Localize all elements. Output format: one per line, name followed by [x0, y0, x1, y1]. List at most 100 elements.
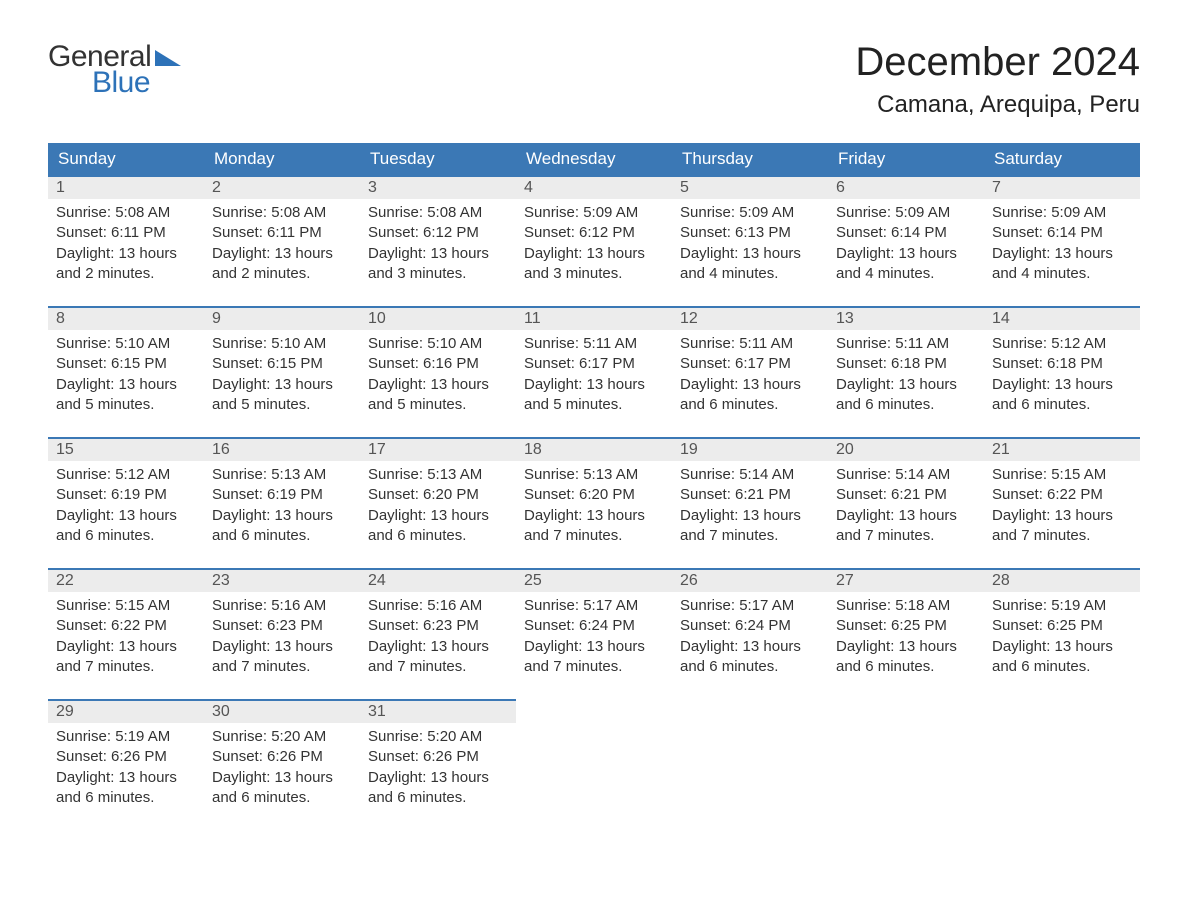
logo-triangle-icon [155, 48, 181, 71]
day-details: Sunrise: 5:16 AMSunset: 6:23 PMDaylight:… [204, 592, 360, 699]
day-details: Sunrise: 5:19 AMSunset: 6:26 PMDaylight:… [48, 723, 204, 830]
day-number: 26 [672, 568, 828, 592]
day-number: 5 [672, 175, 828, 199]
day-number: 8 [48, 306, 204, 330]
day-cell [984, 699, 1140, 830]
day-details: Sunrise: 5:10 AMSunset: 6:16 PMDaylight:… [360, 330, 516, 437]
day-cell: 3Sunrise: 5:08 AMSunset: 6:12 PMDaylight… [360, 175, 516, 306]
day-cell: 29Sunrise: 5:19 AMSunset: 6:26 PMDayligh… [48, 699, 204, 830]
title-block: December 2024 Camana, Arequipa, Peru [855, 40, 1140, 119]
day-cell: 13Sunrise: 5:11 AMSunset: 6:18 PMDayligh… [828, 306, 984, 437]
day-cell: 23Sunrise: 5:16 AMSunset: 6:23 PMDayligh… [204, 568, 360, 699]
day-number: 24 [360, 568, 516, 592]
day-number: 13 [828, 306, 984, 330]
day-number: 7 [984, 175, 1140, 199]
day-cell: 21Sunrise: 5:15 AMSunset: 6:22 PMDayligh… [984, 437, 1140, 568]
day-details: Sunrise: 5:09 AMSunset: 6:13 PMDaylight:… [672, 199, 828, 306]
day-details: Sunrise: 5:09 AMSunset: 6:14 PMDaylight:… [984, 199, 1140, 306]
day-cell: 6Sunrise: 5:09 AMSunset: 6:14 PMDaylight… [828, 175, 984, 306]
day-cell: 2Sunrise: 5:08 AMSunset: 6:11 PMDaylight… [204, 175, 360, 306]
day-cell: 31Sunrise: 5:20 AMSunset: 6:26 PMDayligh… [360, 699, 516, 830]
day-header: Sunday [48, 143, 204, 175]
day-details: Sunrise: 5:11 AMSunset: 6:17 PMDaylight:… [516, 330, 672, 437]
day-number: 1 [48, 175, 204, 199]
month-title: December 2024 [855, 40, 1140, 85]
day-number: 31 [360, 699, 516, 723]
day-details: Sunrise: 5:13 AMSunset: 6:20 PMDaylight:… [360, 461, 516, 568]
day-number: 29 [48, 699, 204, 723]
day-number: 25 [516, 568, 672, 592]
day-details: Sunrise: 5:13 AMSunset: 6:19 PMDaylight:… [204, 461, 360, 568]
week-row: 8Sunrise: 5:10 AMSunset: 6:15 PMDaylight… [48, 306, 1140, 437]
day-cell: 20Sunrise: 5:14 AMSunset: 6:21 PMDayligh… [828, 437, 984, 568]
day-details: Sunrise: 5:08 AMSunset: 6:11 PMDaylight:… [204, 199, 360, 306]
day-number: 20 [828, 437, 984, 461]
day-details: Sunrise: 5:09 AMSunset: 6:12 PMDaylight:… [516, 199, 672, 306]
day-number: 17 [360, 437, 516, 461]
day-cell: 25Sunrise: 5:17 AMSunset: 6:24 PMDayligh… [516, 568, 672, 699]
day-cell: 11Sunrise: 5:11 AMSunset: 6:17 PMDayligh… [516, 306, 672, 437]
day-details: Sunrise: 5:12 AMSunset: 6:19 PMDaylight:… [48, 461, 204, 568]
day-details: Sunrise: 5:13 AMSunset: 6:20 PMDaylight:… [516, 461, 672, 568]
day-header: Wednesday [516, 143, 672, 175]
week-row: 15Sunrise: 5:12 AMSunset: 6:19 PMDayligh… [48, 437, 1140, 568]
day-cell: 10Sunrise: 5:10 AMSunset: 6:16 PMDayligh… [360, 306, 516, 437]
day-number: 4 [516, 175, 672, 199]
day-details: Sunrise: 5:09 AMSunset: 6:14 PMDaylight:… [828, 199, 984, 306]
day-cell [828, 699, 984, 830]
day-cell: 19Sunrise: 5:14 AMSunset: 6:21 PMDayligh… [672, 437, 828, 568]
day-details: Sunrise: 5:11 AMSunset: 6:18 PMDaylight:… [828, 330, 984, 437]
day-header: Friday [828, 143, 984, 175]
day-cell: 18Sunrise: 5:13 AMSunset: 6:20 PMDayligh… [516, 437, 672, 568]
day-details: Sunrise: 5:10 AMSunset: 6:15 PMDaylight:… [204, 330, 360, 437]
day-cell: 8Sunrise: 5:10 AMSunset: 6:15 PMDaylight… [48, 306, 204, 437]
day-details: Sunrise: 5:18 AMSunset: 6:25 PMDaylight:… [828, 592, 984, 699]
day-number: 21 [984, 437, 1140, 461]
day-cell: 7Sunrise: 5:09 AMSunset: 6:14 PMDaylight… [984, 175, 1140, 306]
day-details: Sunrise: 5:14 AMSunset: 6:21 PMDaylight:… [672, 461, 828, 568]
day-details: Sunrise: 5:15 AMSunset: 6:22 PMDaylight:… [984, 461, 1140, 568]
day-number: 16 [204, 437, 360, 461]
day-cell: 30Sunrise: 5:20 AMSunset: 6:26 PMDayligh… [204, 699, 360, 830]
day-number: 28 [984, 568, 1140, 592]
day-cell: 16Sunrise: 5:13 AMSunset: 6:19 PMDayligh… [204, 437, 360, 568]
day-details: Sunrise: 5:17 AMSunset: 6:24 PMDaylight:… [516, 592, 672, 699]
day-header: Thursday [672, 143, 828, 175]
week-row: 22Sunrise: 5:15 AMSunset: 6:22 PMDayligh… [48, 568, 1140, 699]
day-number: 18 [516, 437, 672, 461]
day-details: Sunrise: 5:20 AMSunset: 6:26 PMDaylight:… [360, 723, 516, 830]
day-cell: 9Sunrise: 5:10 AMSunset: 6:15 PMDaylight… [204, 306, 360, 437]
day-number: 9 [204, 306, 360, 330]
day-cell: 4Sunrise: 5:09 AMSunset: 6:12 PMDaylight… [516, 175, 672, 306]
day-number: 27 [828, 568, 984, 592]
day-number: 2 [204, 175, 360, 199]
day-cell: 26Sunrise: 5:17 AMSunset: 6:24 PMDayligh… [672, 568, 828, 699]
day-cell: 24Sunrise: 5:16 AMSunset: 6:23 PMDayligh… [360, 568, 516, 699]
day-cell: 1Sunrise: 5:08 AMSunset: 6:11 PMDaylight… [48, 175, 204, 306]
week-row: 1Sunrise: 5:08 AMSunset: 6:11 PMDaylight… [48, 175, 1140, 306]
day-header: Tuesday [360, 143, 516, 175]
day-details: Sunrise: 5:20 AMSunset: 6:26 PMDaylight:… [204, 723, 360, 830]
day-details: Sunrise: 5:11 AMSunset: 6:17 PMDaylight:… [672, 330, 828, 437]
calendar-table: SundayMondayTuesdayWednesdayThursdayFrid… [48, 143, 1140, 830]
day-details: Sunrise: 5:08 AMSunset: 6:12 PMDaylight:… [360, 199, 516, 306]
day-cell: 27Sunrise: 5:18 AMSunset: 6:25 PMDayligh… [828, 568, 984, 699]
day-cell [672, 699, 828, 830]
day-cell: 17Sunrise: 5:13 AMSunset: 6:20 PMDayligh… [360, 437, 516, 568]
day-number: 3 [360, 175, 516, 199]
day-number: 6 [828, 175, 984, 199]
day-number: 22 [48, 568, 204, 592]
day-cell: 28Sunrise: 5:19 AMSunset: 6:25 PMDayligh… [984, 568, 1140, 699]
day-cell: 12Sunrise: 5:11 AMSunset: 6:17 PMDayligh… [672, 306, 828, 437]
day-details: Sunrise: 5:08 AMSunset: 6:11 PMDaylight:… [48, 199, 204, 306]
day-cell: 22Sunrise: 5:15 AMSunset: 6:22 PMDayligh… [48, 568, 204, 699]
location: Camana, Arequipa, Peru [855, 91, 1140, 119]
day-details: Sunrise: 5:19 AMSunset: 6:25 PMDaylight:… [984, 592, 1140, 699]
day-details: Sunrise: 5:15 AMSunset: 6:22 PMDaylight:… [48, 592, 204, 699]
day-details: Sunrise: 5:16 AMSunset: 6:23 PMDaylight:… [360, 592, 516, 699]
day-number: 11 [516, 306, 672, 330]
day-cell [516, 699, 672, 830]
day-number: 15 [48, 437, 204, 461]
day-header: Saturday [984, 143, 1140, 175]
day-cell: 5Sunrise: 5:09 AMSunset: 6:13 PMDaylight… [672, 175, 828, 306]
